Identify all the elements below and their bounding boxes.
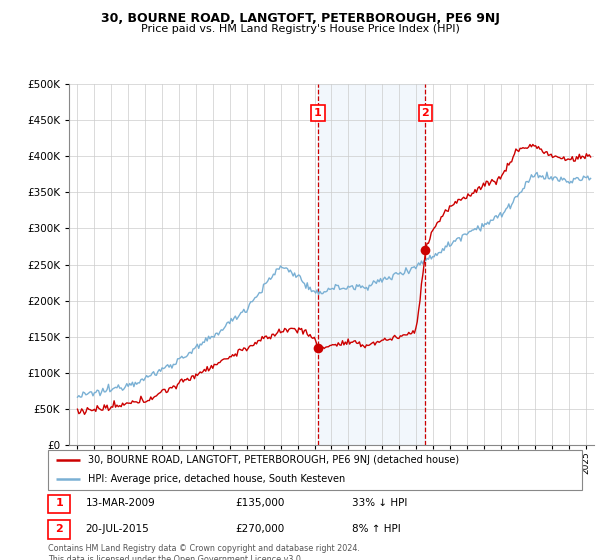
Text: £135,000: £135,000: [235, 498, 284, 508]
Text: 20-JUL-2015: 20-JUL-2015: [85, 524, 149, 534]
Text: 33% ↓ HPI: 33% ↓ HPI: [352, 498, 408, 508]
Text: 2: 2: [55, 524, 63, 534]
FancyBboxPatch shape: [48, 520, 70, 539]
Text: 1: 1: [55, 498, 63, 508]
Text: Contains HM Land Registry data © Crown copyright and database right 2024.
This d: Contains HM Land Registry data © Crown c…: [48, 544, 360, 560]
Text: 2: 2: [422, 108, 430, 118]
Text: HPI: Average price, detached house, South Kesteven: HPI: Average price, detached house, Sout…: [88, 474, 346, 484]
Bar: [318, 84, 425, 445]
Text: 13-MAR-2009: 13-MAR-2009: [85, 498, 155, 508]
Text: 30, BOURNE ROAD, LANGTOFT, PETERBOROUGH, PE6 9NJ (detached house): 30, BOURNE ROAD, LANGTOFT, PETERBOROUGH,…: [88, 455, 459, 465]
Text: Price paid vs. HM Land Registry's House Price Index (HPI): Price paid vs. HM Land Registry's House …: [140, 24, 460, 34]
FancyBboxPatch shape: [48, 494, 70, 513]
Text: £270,000: £270,000: [235, 524, 284, 534]
Text: 1: 1: [314, 108, 322, 118]
Text: 30, BOURNE ROAD, LANGTOFT, PETERBOROUGH, PE6 9NJ: 30, BOURNE ROAD, LANGTOFT, PETERBOROUGH,…: [101, 12, 499, 25]
Text: 8% ↑ HPI: 8% ↑ HPI: [352, 524, 401, 534]
FancyBboxPatch shape: [48, 450, 582, 490]
